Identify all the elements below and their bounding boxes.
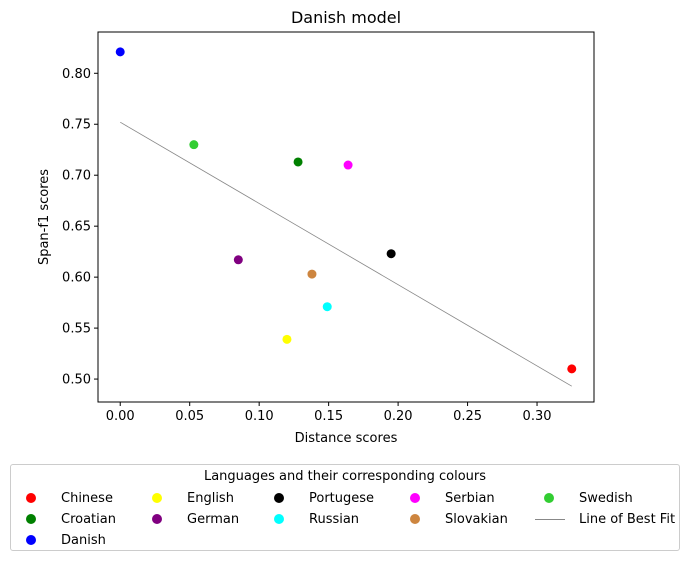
x-tick-label: 0.00 bbox=[106, 409, 135, 424]
legend-marker-russian bbox=[265, 510, 293, 528]
legend-label-russian: Russian bbox=[309, 511, 360, 527]
point-german bbox=[233, 255, 243, 265]
scatter-chart: Danish model 0.00 0.05 0.10 0.15 0.20 0.25 0.3… bbox=[37, 8, 595, 446]
legend-marker-portugese bbox=[265, 489, 293, 507]
legend-label-best-fit: Line of Best Fit bbox=[579, 511, 676, 527]
y-tick-label: 0.65 bbox=[62, 220, 91, 235]
x-tick-label: 0.25 bbox=[453, 409, 482, 424]
x-tick-label: 0.05 bbox=[175, 409, 204, 424]
legend-label-english: English bbox=[187, 490, 234, 506]
point-swedish bbox=[189, 140, 199, 150]
legend-marker-best-fit bbox=[535, 510, 565, 528]
point-slovakian bbox=[307, 269, 317, 279]
legend-label-slovakian: Slovakian bbox=[445, 511, 508, 527]
legend-item-best-fit: Line of Best Fit bbox=[535, 510, 675, 528]
legend-label-swedish: Swedish bbox=[579, 490, 633, 506]
legend-marker-croatian bbox=[17, 510, 45, 528]
legend-label-croatian: Croatian bbox=[61, 511, 116, 527]
legend-title: Languages and their corresponding colour… bbox=[203, 469, 487, 484]
legend-item-swedish: Swedish bbox=[535, 489, 633, 507]
legend-label-portugese: Portugese bbox=[309, 490, 375, 506]
legend-label-serbian: Serbian bbox=[445, 490, 495, 506]
x-axis-label: Distance scores bbox=[295, 431, 398, 446]
y-tick-label: 0.55 bbox=[62, 322, 91, 337]
chart-title: Danish model bbox=[291, 8, 401, 27]
legend-marker-danish bbox=[17, 531, 45, 549]
legend-item-serbian: Serbian bbox=[401, 489, 495, 507]
legend-marker-slovakian bbox=[401, 510, 429, 528]
best-fit-line bbox=[120, 121, 572, 387]
legend-marker-swedish bbox=[535, 489, 563, 507]
legend-marker-german bbox=[143, 510, 171, 528]
legend-item-english: English bbox=[143, 489, 234, 507]
point-english bbox=[282, 334, 292, 344]
y-tick-label: 0.70 bbox=[62, 169, 91, 184]
legend-marker-chinese bbox=[17, 489, 45, 507]
y-tick-label: 0.60 bbox=[62, 271, 91, 286]
point-russian bbox=[322, 302, 332, 312]
y-tick-label: 0.75 bbox=[62, 118, 91, 133]
legend-item-portugese: Portugese bbox=[265, 489, 374, 507]
legend-marker-serbian bbox=[401, 489, 429, 507]
legend-label-chinese: Chinese bbox=[61, 490, 113, 506]
point-danish bbox=[115, 47, 125, 57]
legend-item-german: German bbox=[143, 510, 239, 528]
plot-area: 0.00 0.05 0.10 0.15 0.20 0.25 0.30 0.50 0.55 0.60… bbox=[62, 31, 595, 424]
plot-frame bbox=[97, 31, 595, 403]
y-tick-label: 0.80 bbox=[62, 67, 91, 82]
x-tick-label: 0.15 bbox=[314, 409, 343, 424]
x-tick-label: 0.30 bbox=[523, 409, 552, 424]
x-tick-label: 0.20 bbox=[384, 409, 413, 424]
point-portugese bbox=[386, 249, 396, 259]
point-chinese bbox=[567, 364, 577, 374]
chart-legend: Languages and their corresponding colour… bbox=[10, 464, 680, 551]
legend-item-slovakian: Slovakian bbox=[401, 510, 508, 528]
legend-item-chinese: Chinese bbox=[17, 489, 113, 507]
point-croatian bbox=[293, 157, 303, 167]
legend-marker-english bbox=[143, 489, 171, 507]
legend-label-german: German bbox=[187, 511, 240, 527]
y-axis-label: Span-f1 scores bbox=[37, 169, 52, 265]
legend-label-danish: Danish bbox=[61, 532, 106, 548]
point-serbian bbox=[343, 160, 353, 170]
x-tick-label: 0.10 bbox=[245, 409, 274, 424]
legend-item-croatian: Croatian bbox=[17, 510, 116, 528]
legend-item-danish: Danish bbox=[17, 531, 106, 549]
y-tick-label: 0.50 bbox=[62, 373, 91, 388]
legend-item-russian: Russian bbox=[265, 510, 359, 528]
